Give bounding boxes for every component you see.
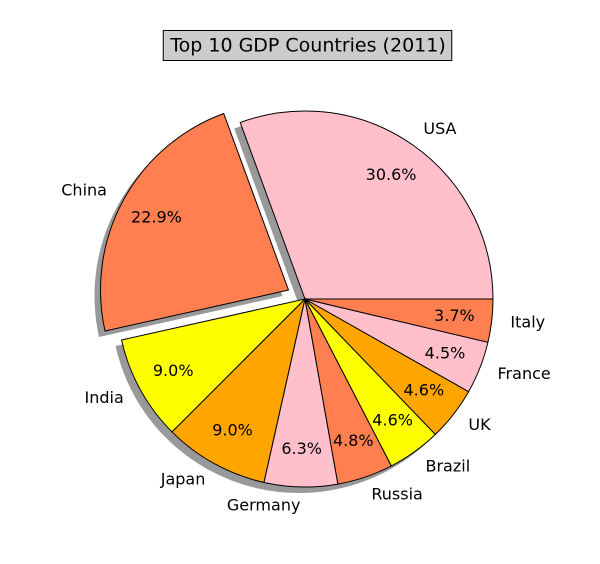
wedge-label: India xyxy=(85,388,124,407)
wedge xyxy=(239,110,494,300)
value-label: 9.0% xyxy=(153,361,194,380)
wedge-label: Russia xyxy=(371,484,422,503)
value-label: 30.6% xyxy=(366,165,417,184)
wedge-label: Germany xyxy=(227,495,301,514)
value-label: 6.3% xyxy=(281,439,322,458)
chart-title: Top 10 GDP Countries (2011) xyxy=(169,35,446,57)
title-box xyxy=(162,30,453,61)
wedge xyxy=(100,112,290,332)
wedge-label: USA xyxy=(423,119,456,138)
wedge-label: Italy xyxy=(510,312,545,331)
wedge-label: Brazil xyxy=(426,457,471,476)
wedge-label: France xyxy=(498,364,551,383)
wedge-label: UK xyxy=(468,415,491,434)
value-label: 3.7% xyxy=(434,306,475,325)
value-label: 4.6% xyxy=(404,381,445,400)
wedge xyxy=(171,297,306,484)
value-label: 22.9% xyxy=(131,207,182,226)
wedge-label: Japan xyxy=(160,470,206,489)
wedge xyxy=(304,298,494,343)
value-label: 4.5% xyxy=(425,343,466,362)
value-label: 4.8% xyxy=(333,431,374,450)
wedge xyxy=(120,298,307,433)
wedge-label: China xyxy=(61,180,107,199)
value-label: 9.0% xyxy=(212,420,253,439)
value-label: 4.6% xyxy=(372,411,413,430)
